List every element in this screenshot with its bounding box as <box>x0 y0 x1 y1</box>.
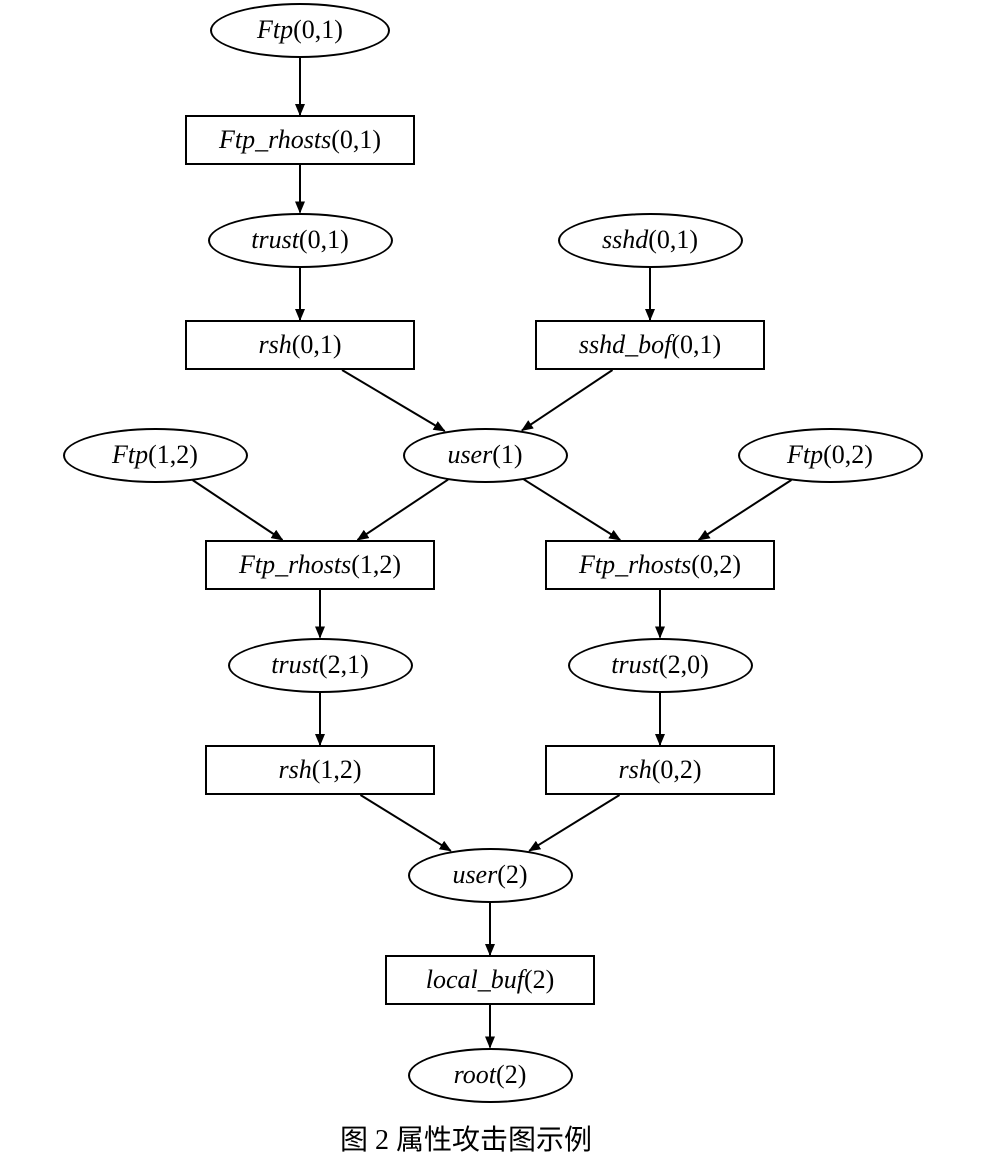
edge-user1-ftp_rhosts02 <box>524 479 621 540</box>
node-ftp01: Ftp(0,1) <box>210 3 390 58</box>
node-ftp_rhosts12: Ftp_rhosts(1,2) <box>205 540 435 590</box>
node-rsh12: rsh(1,2) <box>205 745 435 795</box>
node-label: trust(2,1) <box>271 650 369 680</box>
node-label: trust(2,0) <box>611 650 709 680</box>
edge-rsh01-user1 <box>342 370 445 431</box>
node-label: Ftp(1,2) <box>112 440 198 470</box>
node-trust20: trust(2,0) <box>568 638 753 693</box>
node-label: sshd(0,1) <box>602 225 698 255</box>
edge-ftp12-ftp_rhosts12 <box>193 480 283 540</box>
node-label: Ftp(0,2) <box>787 440 873 470</box>
node-label: Ftp_rhosts(1,2) <box>239 550 401 580</box>
node-label: Ftp(0,1) <box>257 15 343 45</box>
node-user1: user(1) <box>403 428 568 483</box>
node-ftp12: Ftp(1,2) <box>63 428 248 483</box>
edge-sshd_bof01-user1 <box>522 370 613 430</box>
node-rsh01: rsh(0,1) <box>185 320 415 370</box>
node-label: rsh(0,1) <box>258 330 341 360</box>
node-sshd01: sshd(0,1) <box>558 213 743 268</box>
node-sshd_bof01: sshd_bof(0,1) <box>535 320 765 370</box>
edge-user1-ftp_rhosts12 <box>358 480 449 540</box>
node-user2: user(2) <box>408 848 573 903</box>
attack-graph-diagram: 图 2 属性攻击图示例 Ftp(0,1) Ftp_rhosts(0,1)trust… <box>0 0 1001 1158</box>
node-ftp_rhosts01: Ftp_rhosts(0,1) <box>185 115 415 165</box>
node-label: Ftp_rhosts(0,2) <box>579 550 741 580</box>
node-label: root(2) <box>454 1060 527 1090</box>
node-label: user(1) <box>447 440 522 470</box>
figure-caption: 图 2 属性攻击图示例 <box>340 1118 592 1158</box>
node-label: trust(0,1) <box>251 225 349 255</box>
node-rsh02: rsh(0,2) <box>545 745 775 795</box>
node-label: user(2) <box>452 860 527 890</box>
node-label: Ftp_rhosts(0,1) <box>219 125 381 155</box>
node-label: rsh(1,2) <box>278 755 361 785</box>
node-label: local_buf(2) <box>426 965 555 995</box>
edge-ftp02-ftp_rhosts02 <box>699 480 792 540</box>
node-ftp02: Ftp(0,2) <box>738 428 923 483</box>
node-local_buf2: local_buf(2) <box>385 955 595 1005</box>
node-trust21: trust(2,1) <box>228 638 413 693</box>
edge-rsh12-user2 <box>360 795 450 851</box>
edge-rsh02-user2 <box>529 795 619 851</box>
node-label: rsh(0,2) <box>618 755 701 785</box>
node-root2: root(2) <box>408 1048 573 1103</box>
node-label: sshd_bof(0,1) <box>579 330 721 360</box>
node-ftp_rhosts02: Ftp_rhosts(0,2) <box>545 540 775 590</box>
node-trust01: trust(0,1) <box>208 213 393 268</box>
